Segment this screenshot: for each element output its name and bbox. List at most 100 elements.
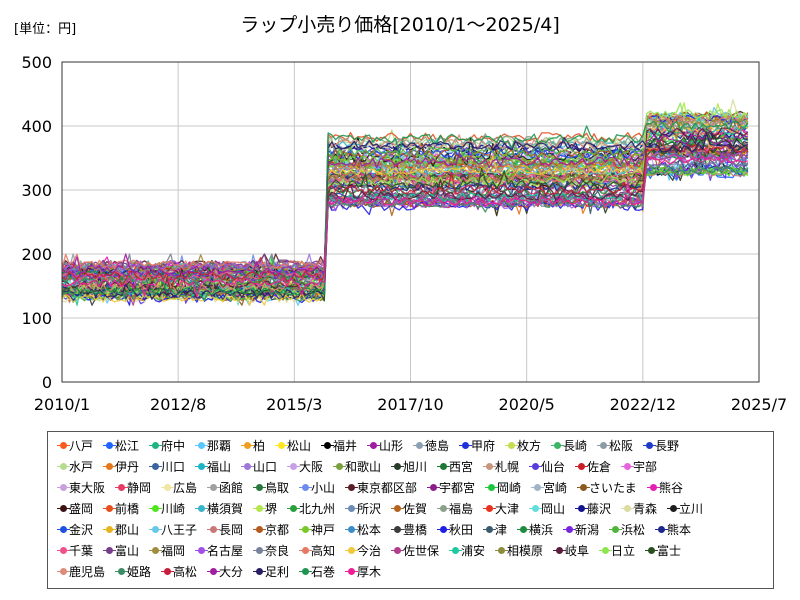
legend-marker	[495, 547, 508, 554]
legend-label: 高知	[311, 544, 336, 558]
series-line	[61, 156, 748, 298]
legend-marker	[253, 526, 266, 533]
legend-item: 高知	[299, 544, 336, 558]
legend-label: 川崎	[161, 502, 186, 516]
x-axis: 2010/1 2012/8 2015/3 2017/10 2020/5 2022/12 20…	[34, 395, 787, 414]
legend-label: 鳥取	[265, 481, 290, 495]
series-lines	[61, 98, 749, 306]
legend-marker	[103, 547, 116, 554]
legend-marker	[149, 442, 162, 449]
legend-marker	[437, 526, 450, 533]
legend-label: 金沢	[69, 523, 94, 537]
legend-marker	[391, 463, 404, 470]
legend-marker	[253, 505, 266, 512]
legend-marker	[391, 526, 404, 533]
legend-label: 函館	[219, 481, 244, 495]
legend-marker	[57, 442, 70, 449]
legend-label: 盛岡	[69, 502, 94, 516]
legend-label: 松阪	[609, 439, 634, 453]
legend-label: 大分	[219, 565, 244, 579]
series-line	[61, 120, 749, 301]
legend-item: 鹿児島	[57, 565, 105, 579]
legend-item: 富士	[645, 544, 682, 558]
legend-item: 姫路	[115, 565, 152, 579]
legend-label: 八戸	[69, 439, 94, 453]
legend-marker	[195, 463, 208, 470]
legend-marker	[667, 505, 680, 512]
legend-marker	[609, 526, 622, 533]
legend-marker	[345, 568, 358, 575]
legend-marker	[57, 526, 70, 533]
legend-label: 和歌山	[345, 460, 382, 474]
legend-marker	[103, 463, 116, 470]
legend-marker	[345, 484, 358, 491]
legend-marker	[103, 526, 116, 533]
legend-label: 奈良	[265, 544, 290, 558]
legend-label: 名古屋	[207, 544, 244, 558]
legend-item: 山形	[367, 439, 403, 453]
legend-marker	[437, 463, 450, 470]
legend-marker	[505, 442, 518, 449]
series-line	[61, 135, 749, 293]
series-line	[61, 120, 749, 281]
legend-item: 石巻	[299, 565, 335, 579]
y-tick-label: 100	[21, 309, 52, 328]
legend-item: 新潟	[563, 523, 599, 537]
legend-label: 姫路	[127, 565, 152, 579]
legend-label: 横浜	[529, 523, 554, 537]
legend-marker	[57, 484, 70, 491]
legend-marker	[517, 526, 530, 533]
y-tick-label: 200	[21, 245, 52, 264]
legend-label: 松山	[287, 439, 312, 453]
legend-marker	[333, 463, 346, 470]
legend-marker	[253, 484, 266, 491]
legend-label: 青森	[633, 502, 658, 516]
legend-marker	[345, 505, 358, 512]
legend-item: 名古屋	[195, 544, 244, 558]
legend-item: 柏	[241, 439, 265, 453]
legend-item: 厚木	[345, 565, 381, 579]
legend-item: 熊本	[655, 523, 691, 537]
y-tick-label: 300	[21, 181, 52, 200]
legend-marker	[551, 442, 564, 449]
legend-item: 鳥取	[253, 481, 290, 495]
legend-item: 前橋	[103, 502, 139, 516]
legend-label: 富士	[657, 544, 682, 558]
legend-item: 徳島	[413, 439, 449, 453]
legend-label: 八王子	[161, 523, 198, 537]
legend-item: 西宮	[437, 460, 474, 474]
series-line	[61, 139, 749, 302]
legend-marker	[321, 442, 334, 449]
legend-item: 大津	[483, 502, 519, 516]
legend-label: 浦安	[461, 544, 486, 558]
legend-marker	[57, 568, 70, 575]
legend-label: 水戸	[69, 460, 94, 474]
legend-label: 浜松	[621, 523, 646, 537]
legend-item: 高松	[161, 565, 197, 579]
legend-label: 旭川	[403, 460, 428, 474]
legend-item: 和歌山	[333, 460, 382, 474]
legend-label: 足利	[265, 565, 290, 579]
legend-marker	[575, 505, 588, 512]
legend-item: 長野	[643, 439, 680, 453]
legend-item: 富山	[103, 544, 139, 558]
legend-item: 岐阜	[553, 544, 590, 558]
legend-marker	[103, 505, 116, 512]
legend-marker	[207, 568, 220, 575]
legend-marker	[299, 484, 312, 491]
legend-item: 長崎	[551, 439, 587, 453]
legend-label: 西宮	[449, 460, 474, 474]
legend-label: 長野	[655, 439, 680, 453]
legend-marker	[299, 568, 312, 575]
legend-label: 宮崎	[543, 481, 568, 495]
legend-label: 相模原	[507, 544, 544, 558]
legend-item: 岡崎	[485, 481, 521, 495]
legend-label: 福島	[449, 502, 474, 516]
legend-item: 相模原	[495, 544, 544, 558]
legend-label: 岐阜	[565, 544, 590, 558]
legend-item: 京都	[253, 523, 289, 537]
legend-label: 佐賀	[403, 502, 428, 516]
legend-label: 那覇	[207, 439, 232, 453]
legend-label: 東京都区部	[357, 481, 418, 495]
legend-label: 日立	[611, 544, 636, 558]
